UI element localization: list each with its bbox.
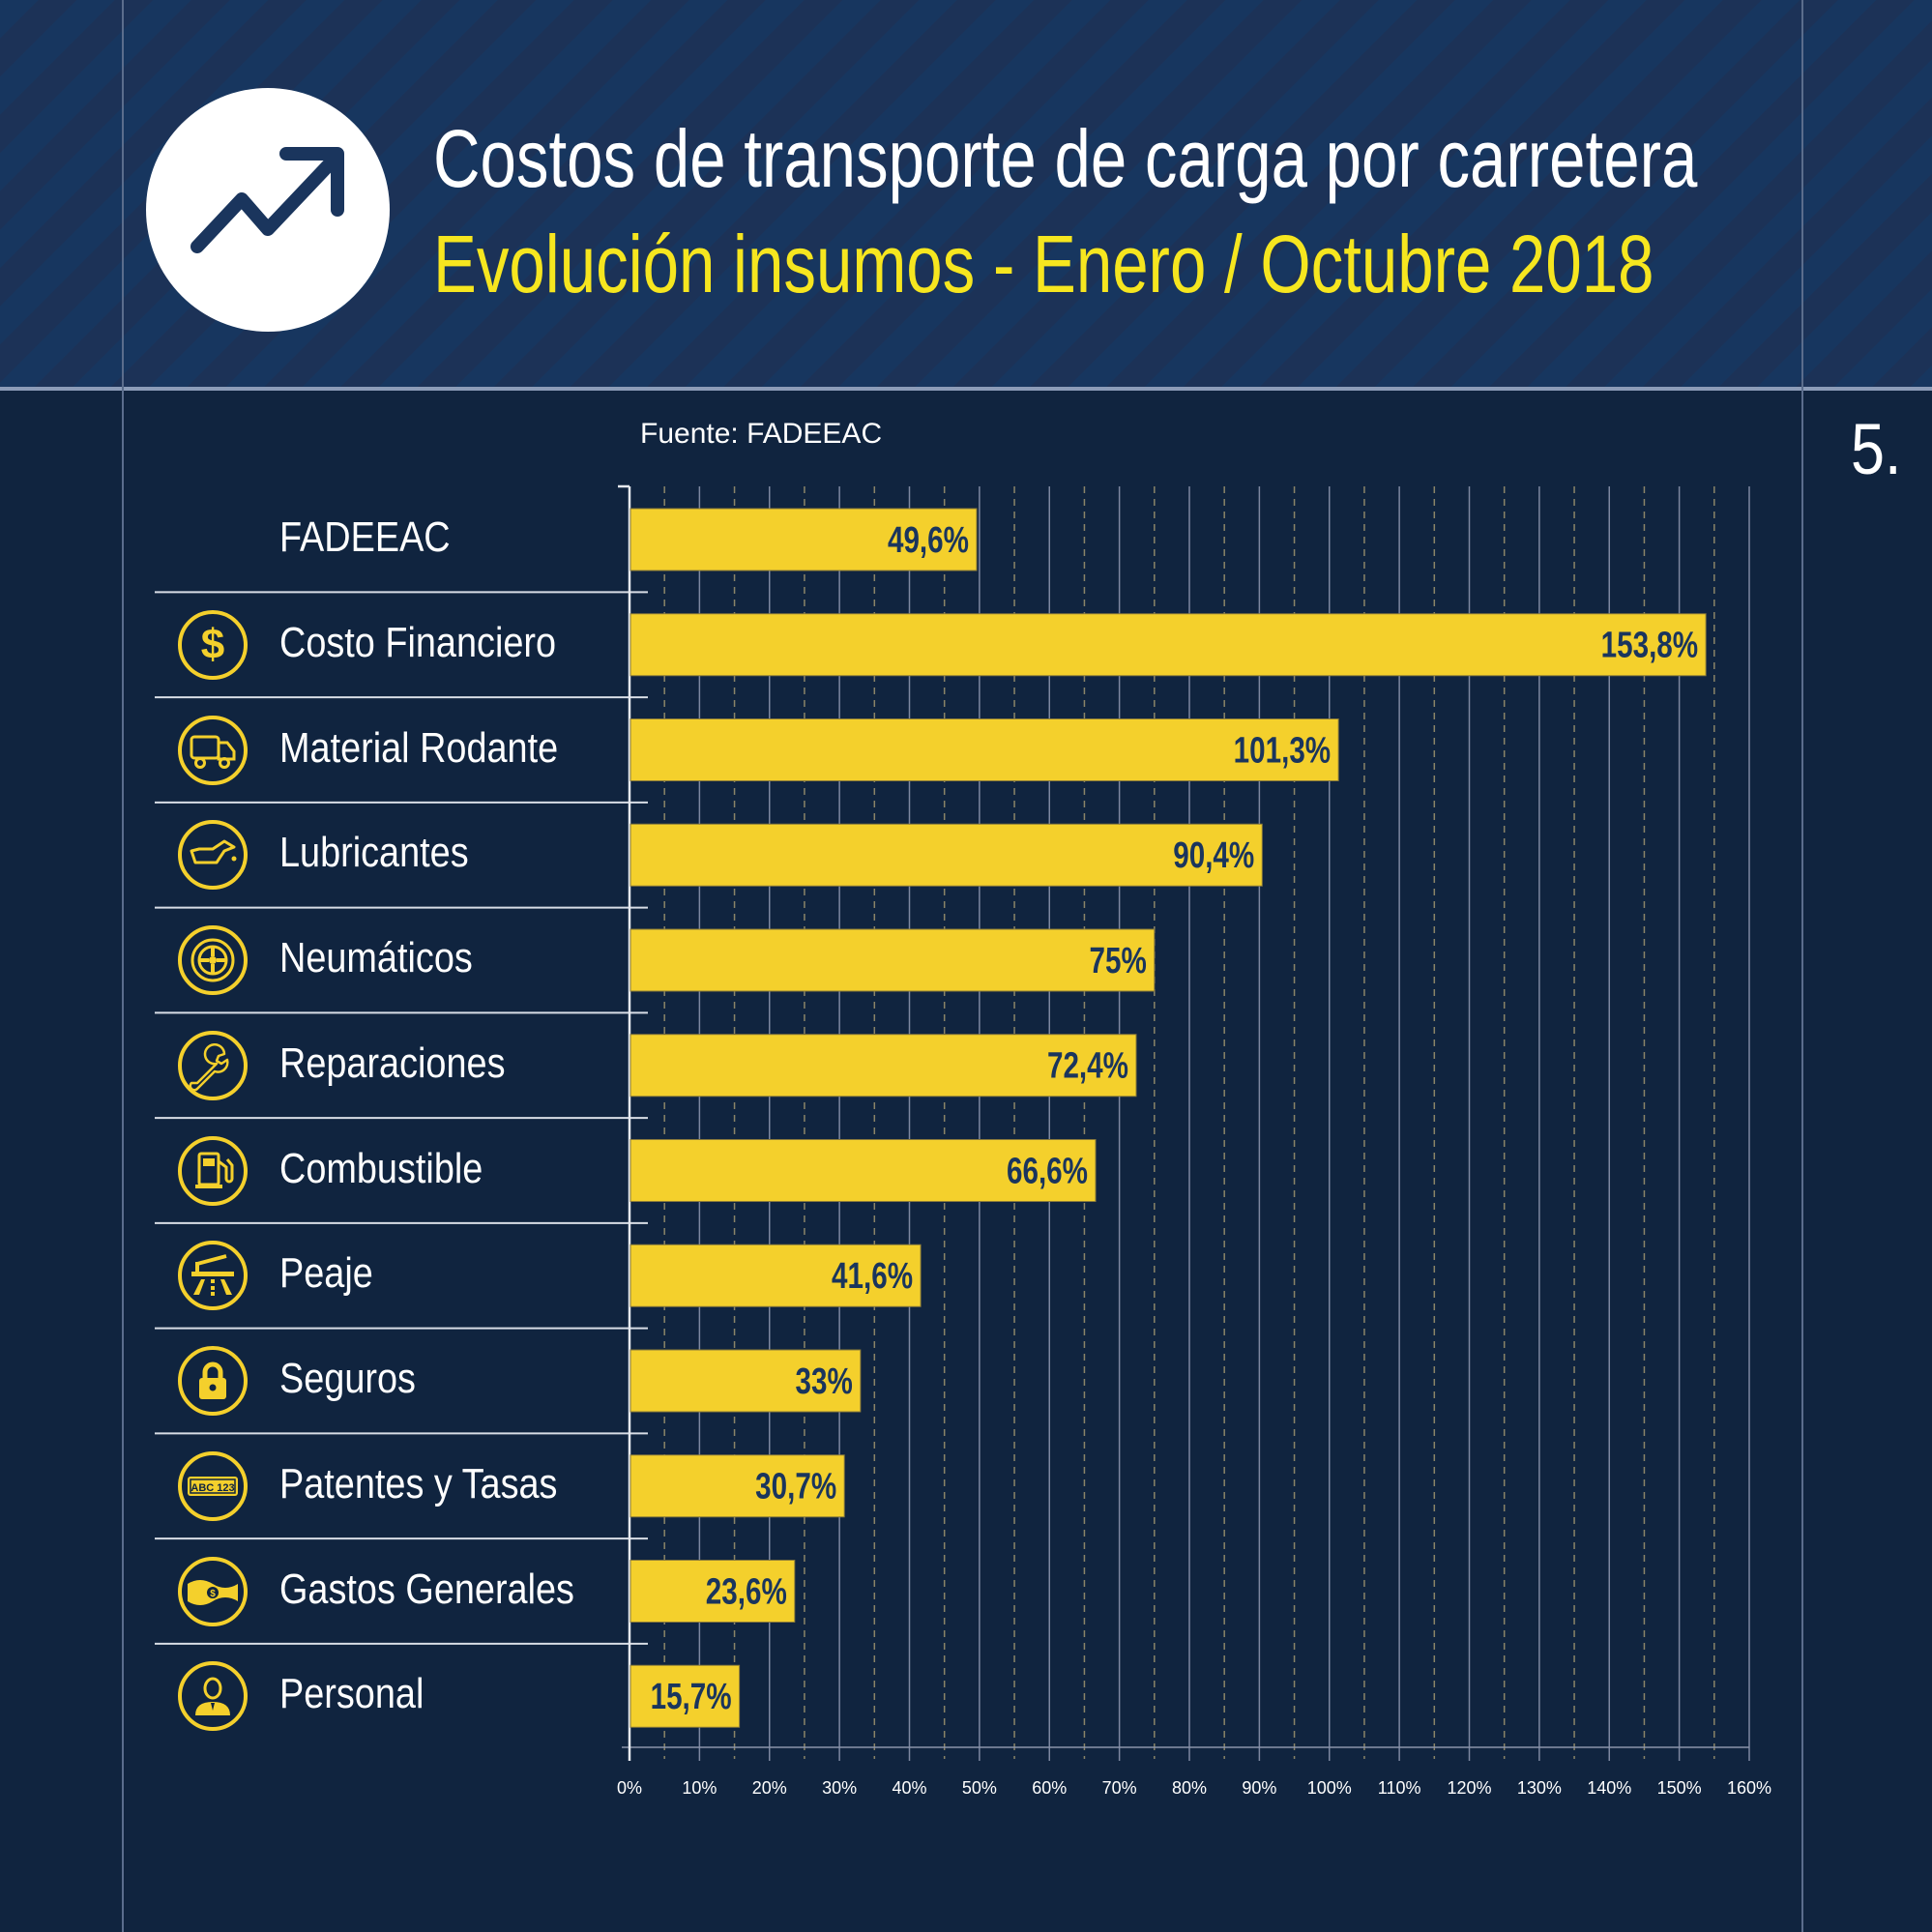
frame-line-left xyxy=(122,0,124,1932)
category-label: Seguros xyxy=(279,1355,416,1402)
source-note: Fuente: FADEEAC xyxy=(640,418,883,450)
category-label: Gastos Generales xyxy=(279,1565,574,1613)
x-tick-label: 10% xyxy=(682,1778,717,1798)
frame-line-right xyxy=(1801,0,1803,1932)
svg-text:$: $ xyxy=(210,1589,216,1599)
person-icon xyxy=(176,1659,249,1733)
x-tick-label: 80% xyxy=(1172,1778,1207,1798)
x-tick-label: 150% xyxy=(1657,1778,1702,1798)
bar-value-label: 41,6% xyxy=(832,1256,913,1297)
lock-icon xyxy=(176,1344,249,1418)
bar-value-label: 49,6% xyxy=(888,520,969,561)
x-tick-label: 100% xyxy=(1307,1778,1352,1798)
category-label: Combustible xyxy=(279,1144,483,1192)
x-tick-label: 50% xyxy=(962,1778,997,1798)
toll-barrier-icon xyxy=(176,1239,249,1312)
x-tick-label: 110% xyxy=(1378,1778,1421,1798)
bar-value-label: 15,7% xyxy=(651,1677,732,1717)
category-label: Peaje xyxy=(279,1249,373,1298)
tire-icon xyxy=(176,923,249,997)
bar xyxy=(629,1664,741,1728)
bar-value-label: 30,7% xyxy=(755,1466,836,1507)
oil-can-icon xyxy=(176,818,249,892)
bar-value-label: 101,3% xyxy=(1234,730,1331,771)
x-tick-label: 30% xyxy=(822,1778,857,1798)
category-label: Personal xyxy=(279,1670,424,1718)
header-divider xyxy=(0,387,1932,391)
trending-up-badge xyxy=(146,88,390,332)
bar xyxy=(629,718,1339,781)
bar-value-label: 33% xyxy=(796,1361,853,1402)
svg-text:ABC 123: ABC 123 xyxy=(190,1482,234,1494)
x-tick-label: 0% xyxy=(617,1778,642,1798)
bar-value-label: 90,4% xyxy=(1173,835,1254,876)
bar-value-label: 72,4% xyxy=(1047,1045,1128,1086)
bar xyxy=(629,928,1156,992)
wrench-icon xyxy=(176,1029,249,1102)
bar xyxy=(629,1454,845,1518)
x-tick-label: 140% xyxy=(1587,1778,1631,1798)
category-label: Lubricantes xyxy=(279,829,469,877)
bar xyxy=(629,1560,796,1623)
category-label: Material Rodante xyxy=(279,723,559,772)
fuel-pump-icon xyxy=(176,1134,249,1208)
svg-text:$: $ xyxy=(201,621,224,668)
dollar-icon: $ xyxy=(176,608,249,682)
x-tick-label: 60% xyxy=(1032,1778,1067,1798)
bar-value-label: 66,6% xyxy=(1007,1151,1088,1191)
category-label: Patentes y Tasas xyxy=(279,1459,558,1508)
x-tick-label: 70% xyxy=(1102,1778,1137,1798)
category-label: Reparaciones xyxy=(279,1039,506,1087)
bar xyxy=(629,1139,1097,1202)
page-subtitle: Evolución insumos - Enero / Octubre 2018 xyxy=(433,219,1654,309)
x-tick-label: 20% xyxy=(752,1778,787,1798)
bar xyxy=(629,1244,922,1307)
bar xyxy=(629,1034,1137,1098)
category-label: FADEEAC xyxy=(279,513,451,561)
trending-up-icon xyxy=(190,147,344,253)
bar xyxy=(629,508,978,571)
bar-value-label: 75% xyxy=(1090,941,1147,981)
x-tick-label: 90% xyxy=(1242,1778,1276,1798)
category-label: Neumáticos xyxy=(279,934,473,981)
bar-value-label: 153,8% xyxy=(1601,625,1698,665)
bar-value-label: 23,6% xyxy=(706,1571,787,1612)
x-tick-label: 160% xyxy=(1727,1778,1771,1798)
bar xyxy=(629,1349,862,1413)
category-label: Costo Financiero xyxy=(279,618,557,666)
page-number: 5. xyxy=(1851,409,1902,489)
x-tick-label: 120% xyxy=(1447,1778,1491,1798)
bar xyxy=(629,613,1707,677)
banknote-icon: $ xyxy=(176,1555,249,1628)
license-plate-icon: ABC 123 xyxy=(176,1449,249,1523)
bar xyxy=(629,823,1263,887)
x-tick-label: 40% xyxy=(892,1778,926,1798)
x-tick-label: 130% xyxy=(1517,1778,1562,1798)
truck-icon xyxy=(176,714,249,787)
page-title: Costos de transporte de carga por carret… xyxy=(433,113,1698,204)
